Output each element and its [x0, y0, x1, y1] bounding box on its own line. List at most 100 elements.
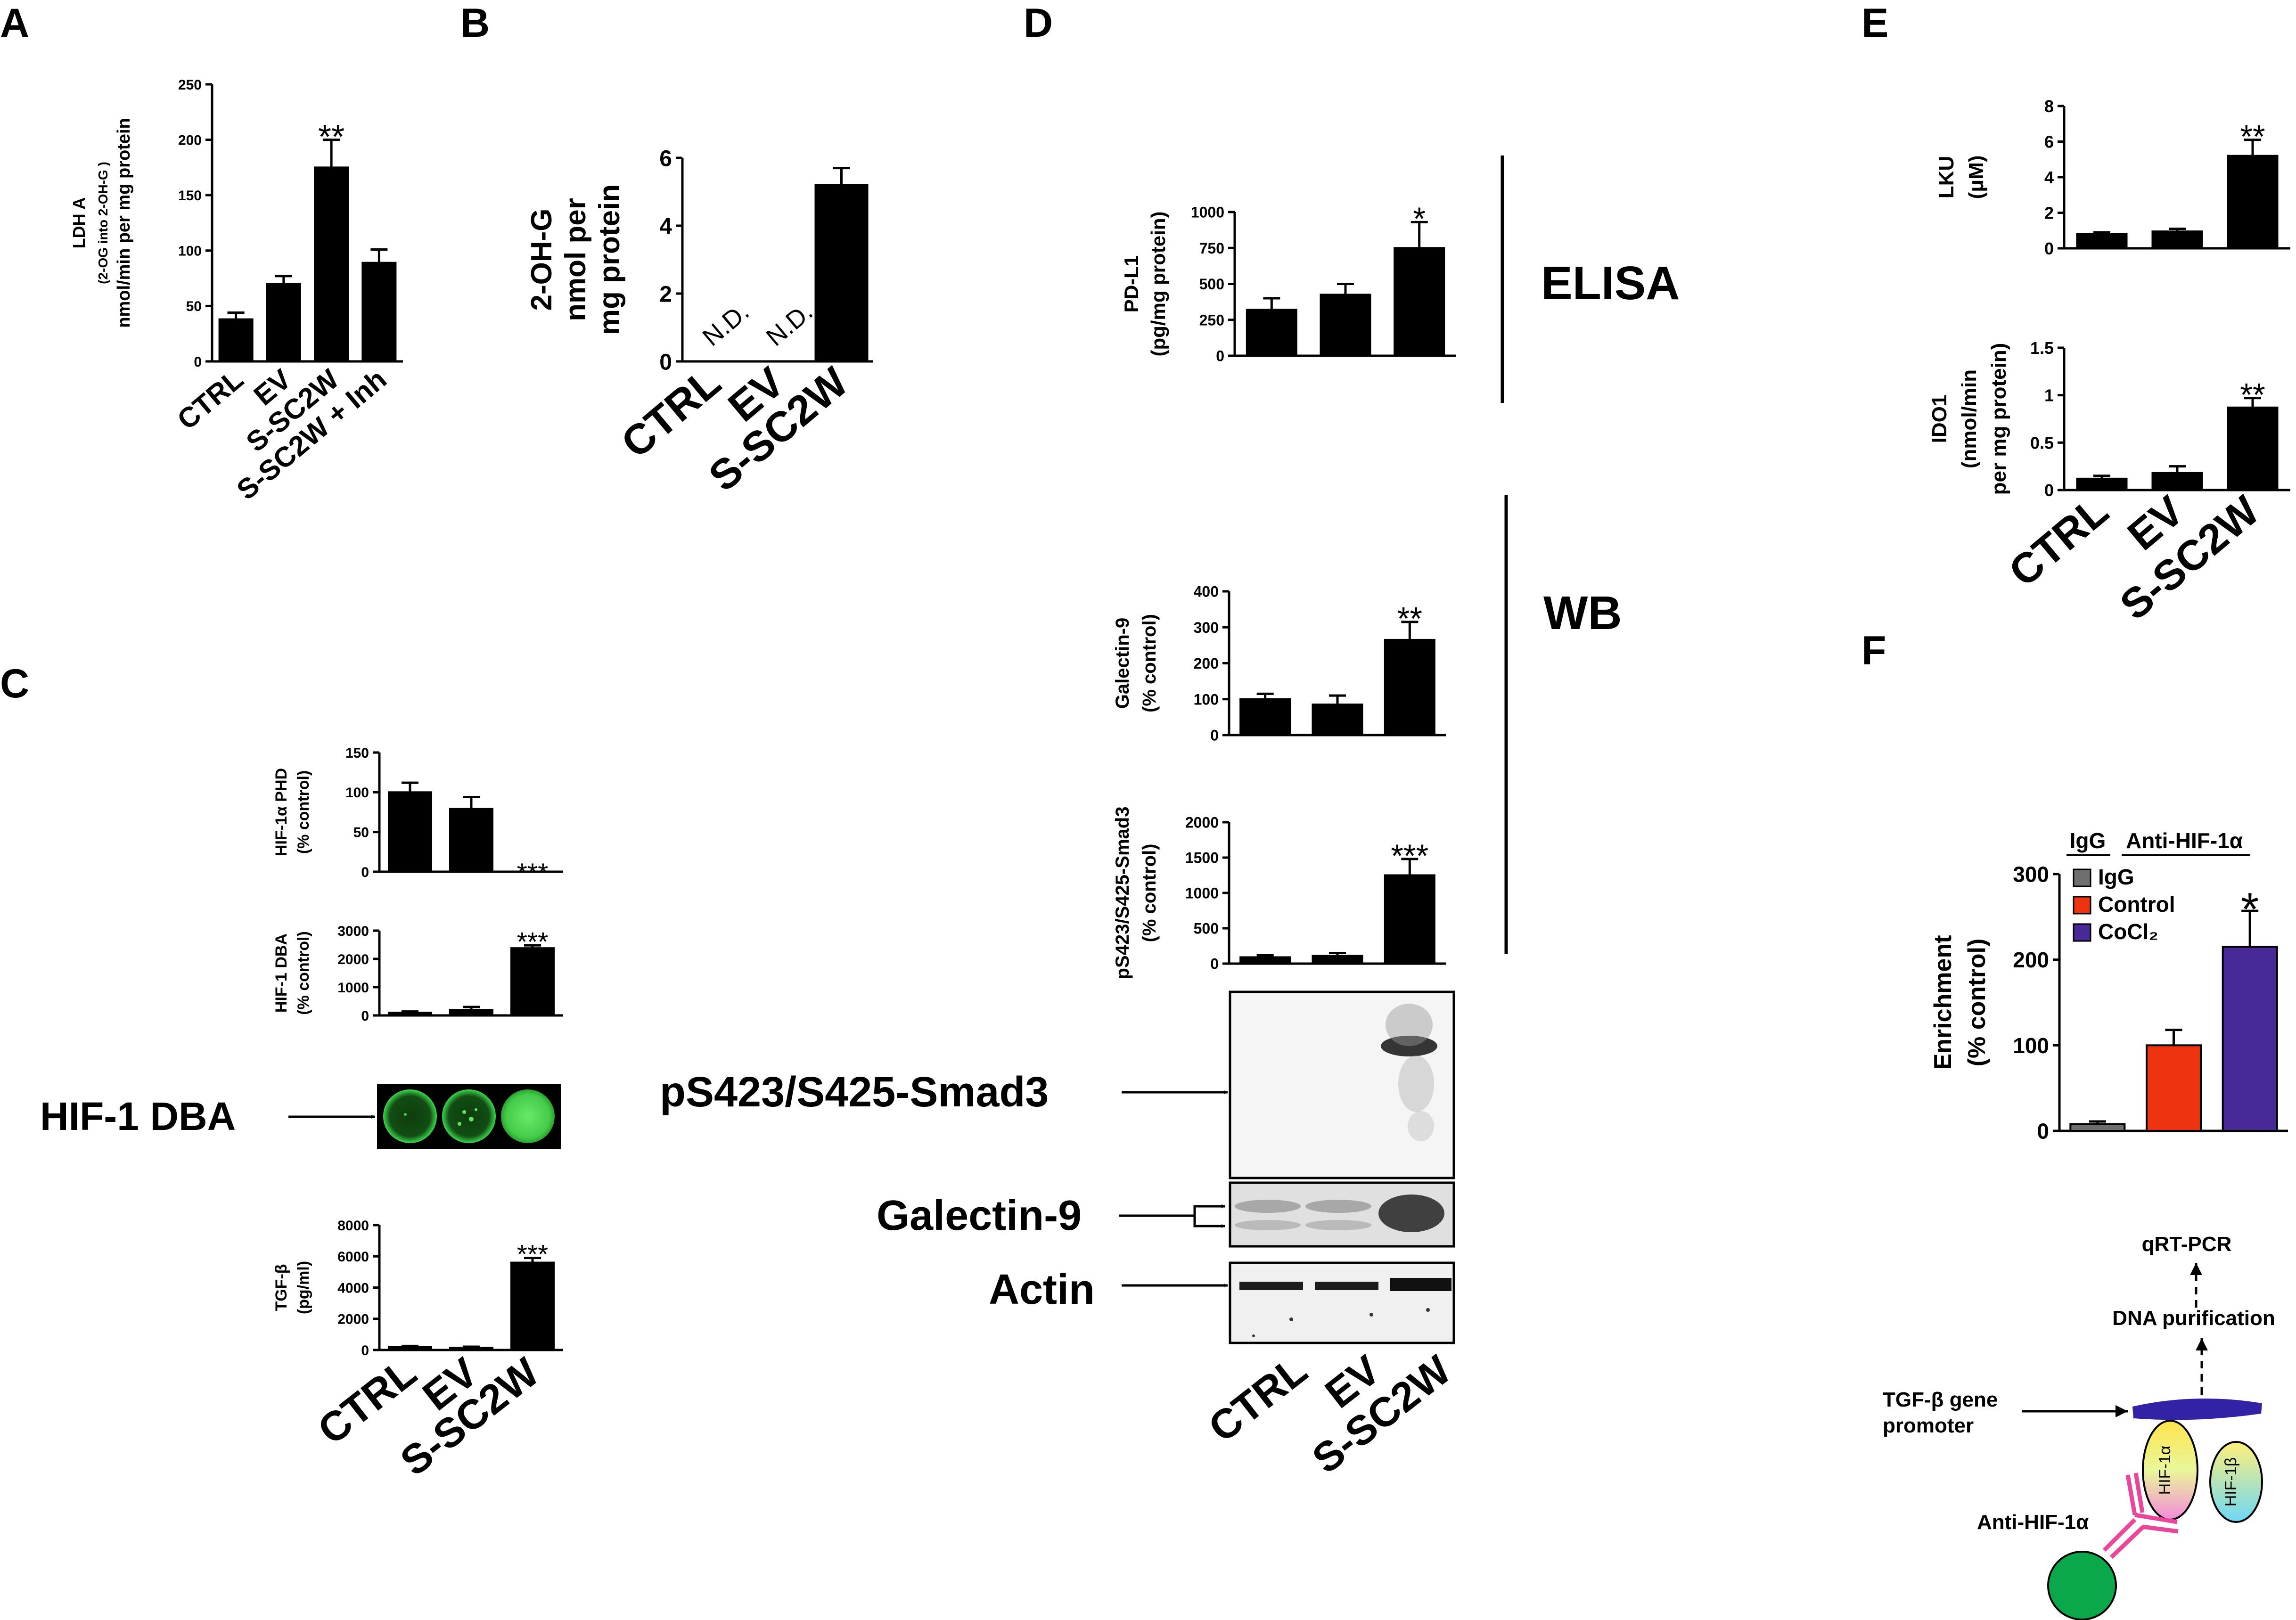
schematic-antibody-label: Anti-HIF-1α: [1977, 1511, 2089, 1534]
b-annotation: N.D.: [761, 297, 818, 352]
f-legend-swatch: [2073, 868, 2091, 887]
e2-y-tick-label: 0.5: [2030, 433, 2054, 452]
c1-y-tick-label: 0: [361, 865, 369, 880]
b-annotation: N.D.: [697, 297, 754, 352]
a-y-tick-label: 50: [186, 299, 202, 314]
a-x-tick-label: CTRL: [171, 363, 249, 436]
c2-bar: [449, 1009, 493, 1016]
e2-x-tick-label: S-SC2W: [2111, 487, 2268, 630]
f-ylabel: Enrichment: [1929, 935, 1957, 1070]
f-legend-label: Control: [2098, 892, 2175, 916]
c2-ylabel: HIF-1 DBA: [272, 933, 290, 1013]
f-bar: [2069, 1123, 2126, 1132]
b-ylabel: mg protein: [593, 184, 626, 335]
chart-e-lku: 0 2 4 6 8 ** LKU (μM): [1935, 97, 2290, 258]
d2-ylabel: Galectin-9: [1112, 618, 1133, 709]
hif1b-subunit: [2209, 1441, 2263, 1523]
d1-ylabel: (pg/mg protein): [1147, 212, 1169, 357]
e1-bar: [2151, 230, 2203, 250]
d2-y-tick-label: 200: [1194, 655, 1219, 672]
d3-y-tick-label: 500: [1194, 920, 1219, 937]
f-y-tick-label: 300: [2013, 862, 2049, 887]
a-y-tick-label: 250: [178, 77, 202, 93]
a-bar: [361, 262, 397, 362]
d1-y-tick-label: 500: [1199, 276, 1224, 293]
e2-ylabel: per mg protein): [1987, 343, 2010, 495]
panel-letter-b: B: [460, 0, 490, 46]
d2-y-tick-label: 300: [1194, 619, 1219, 636]
panel-letter-f: F: [1861, 628, 1886, 673]
e1-ylabel: (μM): [1965, 155, 1988, 199]
c2-y-tick-label: 3000: [337, 924, 369, 939]
chart-b-2ohg: 0 2 4 6 N.D. N.D. 2-OH-G nmol per mg protein CTRL…: [525, 146, 873, 500]
c3-y-tick-label: 2000: [337, 1312, 369, 1327]
c1-annotation: ***: [517, 858, 549, 888]
f-group-anti: Anti-HIF-1α: [2126, 828, 2243, 853]
d3-y-tick-label: 2000: [1185, 814, 1219, 831]
schematic-qrtpcr: qRT-PCR: [2142, 1233, 2232, 1256]
d3-y-tick-label: 1500: [1185, 850, 1219, 867]
d1-y-tick-label: 1000: [1191, 204, 1224, 221]
chart-d-pdl1: 0 250 500 750 1000 * PD-L1 (pg/mg protein): [1120, 201, 1456, 365]
f-legend-swatch: [2073, 896, 2091, 915]
chart-f-enrichment: 0 100 200 300 * Enrichment (% control) IgG Contr…: [1929, 862, 2288, 1144]
c1-y-tick-label: 50: [353, 825, 369, 840]
e2-ylabel: (nmol/min: [1958, 369, 1981, 468]
hif1-dba-blot-label: HIF-1 DBA: [40, 1094, 236, 1138]
d3-ylabel: (% control): [1139, 844, 1160, 942]
d1-y-tick-label: 250: [1199, 311, 1224, 328]
e1-annotation: **: [2240, 119, 2265, 155]
c2-y-tick-label: 0: [361, 1008, 369, 1024]
blot-lane-ctrl: CTRL: [1200, 1346, 1316, 1451]
c1-y-tick-label: 100: [345, 785, 369, 801]
f-legend-label: CoCl₂: [2098, 919, 2158, 944]
schematic-promoter-l1: TGF-β gene: [1883, 1388, 1998, 1411]
galectin9-arrow-upper: [1193, 1204, 1225, 1216]
d2-bar: [1384, 638, 1435, 736]
d3-bar: [1384, 874, 1435, 965]
panel-letter-e: E: [1861, 0, 1888, 46]
c2-bar: [388, 1012, 432, 1016]
d2-y-tick-label: 100: [1194, 691, 1219, 708]
f-annotation: *: [2241, 884, 2259, 935]
d2-annotation: **: [1397, 601, 1422, 637]
chart-c-dba: 0 1000 2000 3000 *** HIF-1 DBA (% control): [272, 924, 563, 1024]
b-y-tick-label: 6: [659, 146, 672, 171]
b-ylabel: nmol per: [559, 198, 592, 321]
e2-x-tick-label: CTRL: [2001, 487, 2117, 596]
e2-y-tick-label: 1.5: [2030, 338, 2054, 358]
b-y-tick-label: 2: [659, 282, 672, 307]
f-ylabel: (% control): [1963, 939, 1991, 1067]
f-bar: [2222, 946, 2278, 1132]
d2-bar: [1239, 698, 1291, 736]
c3-y-tick-label: 8000: [337, 1218, 369, 1234]
e1-bar: [2076, 233, 2128, 249]
d2-bar: [1312, 704, 1363, 736]
chart-c-phd: 0 50 100 150 *** HIF-1α PHD (% control): [272, 745, 563, 888]
hif1b-label: HIF-1β: [2222, 1457, 2240, 1507]
c1-ylabel: (% control): [295, 770, 312, 854]
c2-bar: [510, 947, 555, 1016]
hif1a-label: HIF-1α: [2156, 1446, 2174, 1495]
chip-schematic: qRT-PCR DNA purification TGF-β gene prom…: [1883, 1233, 2275, 1620]
blot-smad3: [1229, 990, 1455, 1179]
b-bar: [814, 184, 869, 362]
c3-y-tick-label: 4000: [337, 1280, 369, 1296]
a-y-tick-label: 200: [178, 132, 202, 148]
panel-letter-a: A: [0, 0, 29, 46]
d1-y-tick-label: 0: [1216, 348, 1224, 365]
hif1-dba-plate: [377, 1084, 561, 1149]
d1-annotation: *: [1413, 201, 1426, 237]
f-y-tick-label: 0: [2037, 1119, 2049, 1144]
f-legend-swatch: [2073, 923, 2091, 942]
c3-y-tick-label: 6000: [337, 1249, 369, 1265]
b-x-tick-label: CTRL: [613, 359, 730, 467]
c3-bar: [510, 1261, 555, 1351]
blot-actin: [1229, 1261, 1455, 1344]
blot-label-actin: Actin: [989, 1266, 1095, 1313]
c3-y-tick-label: 0: [361, 1343, 369, 1358]
d1-bar: [1394, 247, 1445, 357]
c3-ylabel: TGF-β: [272, 1264, 290, 1311]
